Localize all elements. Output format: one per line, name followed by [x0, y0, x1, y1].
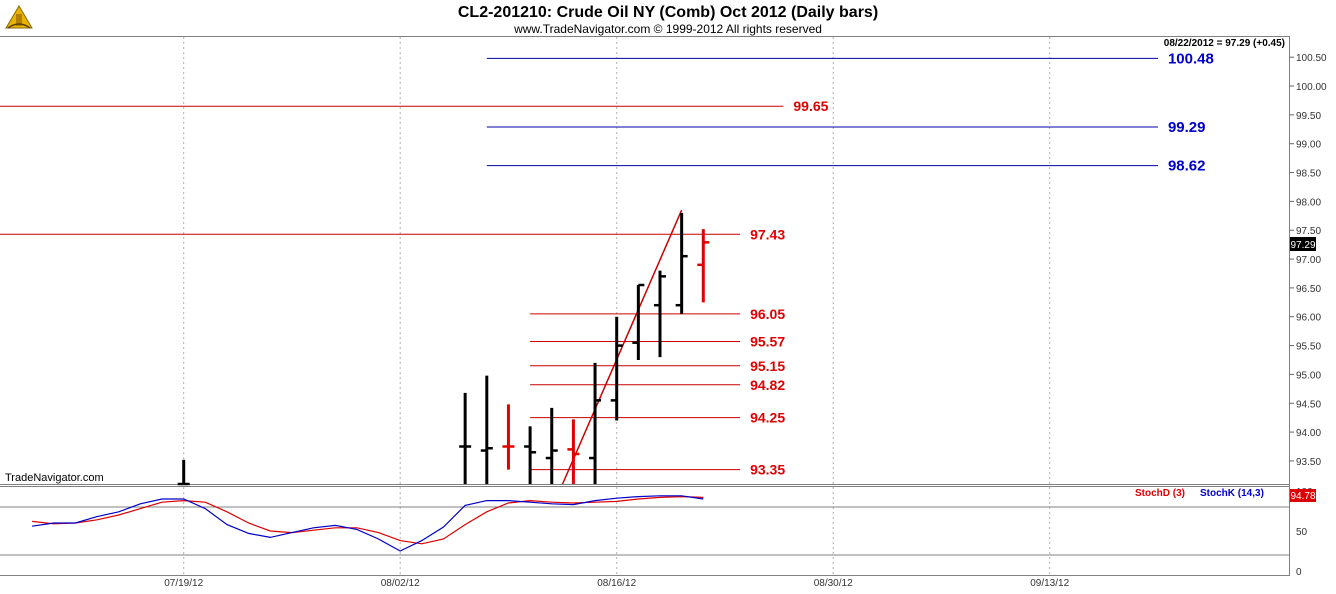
stoch-tick-label: 50: [1296, 527, 1308, 538]
stoch-k-line: [32, 495, 704, 552]
level-label: 99.65: [793, 98, 828, 114]
y-tick-label: 94.50: [1296, 399, 1321, 410]
y-tick-label: 99.50: [1296, 111, 1321, 122]
y-tick-label: 96.00: [1296, 313, 1321, 324]
ohlc-bar: [524, 426, 537, 484]
ohlc-bar: [610, 316, 623, 421]
y-tick-label: 98.00: [1296, 197, 1321, 208]
stoch-tick-label: 0: [1296, 567, 1302, 578]
y-tick-label: 100.00: [1296, 82, 1327, 93]
chart-title: CL2-201210: Crude Oil NY (Comb) Oct 2012…: [458, 4, 878, 21]
x-tick-label: 09/13/12: [1030, 578, 1069, 589]
ohlc-bar: [567, 419, 580, 484]
ohlc-bar: [502, 404, 515, 470]
y-tick-label: 97.00: [1296, 255, 1321, 266]
stochastic-panel: 100500: [0, 487, 1313, 578]
level-label: 95.57: [750, 334, 785, 350]
trade-navigator-logo-icon: [2, 2, 36, 32]
level-label: 94.82: [750, 377, 785, 393]
price-axis: 100.50 100.00 99.50 99.00 98.50 98.00 97.50 97.…: [1289, 53, 1327, 468]
y-tick-label: 99.00: [1296, 140, 1321, 151]
ohlc-bar: [177, 459, 190, 486]
y-tick-label: 100.50: [1296, 53, 1327, 64]
ohlc-bar: [459, 392, 472, 484]
y-tick-label: 95.00: [1296, 370, 1321, 381]
level-label: 100.48: [1168, 50, 1214, 67]
y-tick-label: 95.50: [1296, 342, 1321, 353]
y-tick-label: 96.50: [1296, 284, 1321, 295]
ohlc-bar: [675, 212, 688, 314]
level-lines: 100.48 99.65 99.29 98.62 97.43 96.05 95.57 95.1…: [0, 50, 1214, 478]
date-axis: 07/19/12 08/02/12 08/16/12 08/30/12 09/13/12: [164, 578, 1069, 589]
quote-readout: 08/22/2012 = 97.29 (+0.45): [1164, 38, 1285, 49]
level-label: 94.25: [750, 410, 785, 426]
level-label: 98.62: [1168, 158, 1206, 175]
level-label: 93.35: [750, 462, 785, 478]
y-tick-label: 98.50: [1296, 169, 1321, 180]
y-tick-label: 93.50: [1296, 457, 1321, 468]
x-tick-label: 08/16/12: [597, 578, 636, 589]
stoch-d-line: [32, 495, 704, 545]
level-label: 95.15: [750, 358, 785, 374]
ohlc-bar: [589, 362, 602, 484]
level-label: 97.43: [750, 226, 785, 242]
y-tick-label: 94.00: [1296, 428, 1321, 439]
ohlc-bar: [480, 375, 493, 484]
level-label: 99.29: [1168, 119, 1206, 136]
ohlc-bar: [697, 229, 710, 303]
x-tick-label: 07/19/12: [164, 578, 203, 589]
trendline-segment: [561, 209, 683, 485]
x-tick-label: 08/30/12: [814, 578, 853, 589]
ohlc-bar: [632, 283, 645, 360]
panel-frames: [0, 36, 1290, 576]
stoch-d-label: StochD (3): [1135, 488, 1185, 499]
stoch-value-label: 94.78: [1290, 491, 1315, 502]
x-tick-label: 08/02/12: [381, 578, 420, 589]
last-price-badge: 97.29: [1290, 237, 1316, 251]
vertical-gridlines: [183, 37, 1051, 575]
ohlc-bar: [654, 270, 666, 358]
trendline: [561, 209, 683, 485]
chart-subtitle: www.TradeNavigator.com © 1999-2012 All r…: [513, 22, 822, 36]
level-label: 96.05: [750, 306, 785, 322]
last-price-label: 97.29: [1290, 240, 1315, 251]
stoch-value-badge: 94.78: [1290, 489, 1316, 502]
ohlc-bars: [177, 212, 710, 486]
y-tick-label: 97.50: [1296, 226, 1321, 237]
stoch-k-label: StochK (14,3): [1200, 488, 1264, 499]
watermark: TradeNavigator.com: [5, 472, 104, 484]
ohlc-bar: [545, 407, 558, 484]
